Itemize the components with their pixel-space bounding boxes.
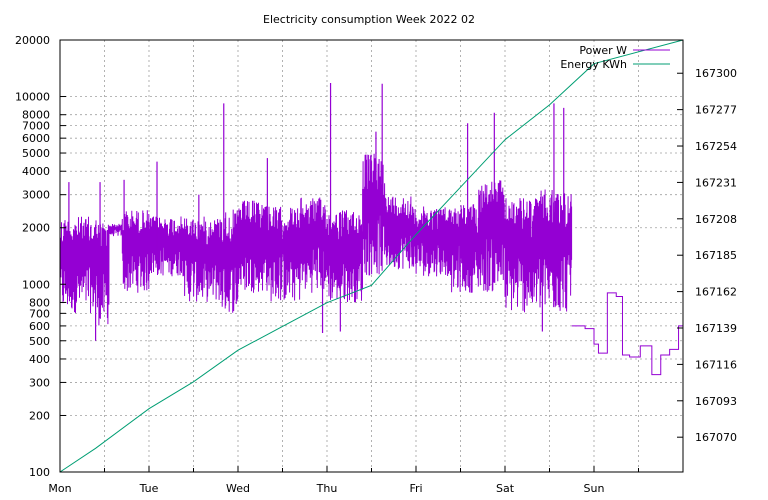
y-right-tick-label: 167208 — [695, 213, 737, 226]
y-right-tick-label: 167300 — [695, 67, 737, 80]
y-right-tick-label: 167277 — [695, 104, 737, 117]
legend-label-power: Power W — [579, 44, 627, 57]
x-tick-label: Sun — [584, 482, 605, 495]
y-left-tick-label: 100 — [29, 466, 50, 479]
y-right-tick-label: 167139 — [695, 322, 737, 335]
y-left-tick-label: 8000 — [22, 109, 50, 122]
y-right-tick-label: 167070 — [695, 431, 737, 444]
y-right-tick-label: 167254 — [695, 140, 737, 153]
y-left-tick-label: 700 — [29, 307, 50, 320]
y-left-tick-label: 2000 — [22, 222, 50, 235]
x-tick-label: Thu — [316, 482, 338, 495]
series-layer — [59, 39, 684, 473]
y-left-tick-label: 600 — [29, 320, 50, 333]
y-right-tick-label: 167162 — [695, 286, 737, 299]
y-right-tick-label: 167231 — [695, 176, 737, 189]
energy-series-line — [59, 39, 684, 473]
y-right-tick-label: 167185 — [695, 249, 737, 262]
power-series-dense — [59, 153, 573, 326]
chart-title: Electricity consumption Week 2022 02 — [263, 13, 475, 26]
y-left-tick-label: 1000 — [22, 278, 50, 291]
x-tick-label: Tue — [139, 482, 159, 495]
x-tick-label: Wed — [226, 482, 250, 495]
y-left-tick-label: 300 — [29, 376, 50, 389]
y-left-tick-label: 200 — [29, 409, 50, 422]
y-right-tick-label: 167093 — [695, 395, 737, 408]
y-left-tick-label: 4000 — [22, 165, 50, 178]
legend: Power W Energy KWh — [560, 44, 670, 71]
y-left-tick-label: 3000 — [22, 189, 50, 202]
y-left-tick-label: 20000 — [15, 34, 50, 47]
x-tick-label: Sat — [496, 482, 515, 495]
y-left-tick-label: 5000 — [22, 147, 50, 160]
x-tick-label: Mon — [48, 482, 71, 495]
y-left-tick-label: 10000 — [15, 91, 50, 104]
y-left-tick-label: 6000 — [22, 132, 50, 145]
y-left-tick-label: 500 — [29, 335, 50, 348]
legend-label-energy: Energy KWh — [560, 58, 627, 71]
y-right-tick-label: 167116 — [695, 358, 737, 371]
y-left-tick-label: 400 — [29, 353, 50, 366]
power-series-tail — [571, 292, 683, 376]
y-left-tick-label: 7000 — [22, 120, 50, 133]
y-left-tick-label: 800 — [29, 296, 50, 309]
x-tick-label: Fri — [409, 482, 422, 495]
